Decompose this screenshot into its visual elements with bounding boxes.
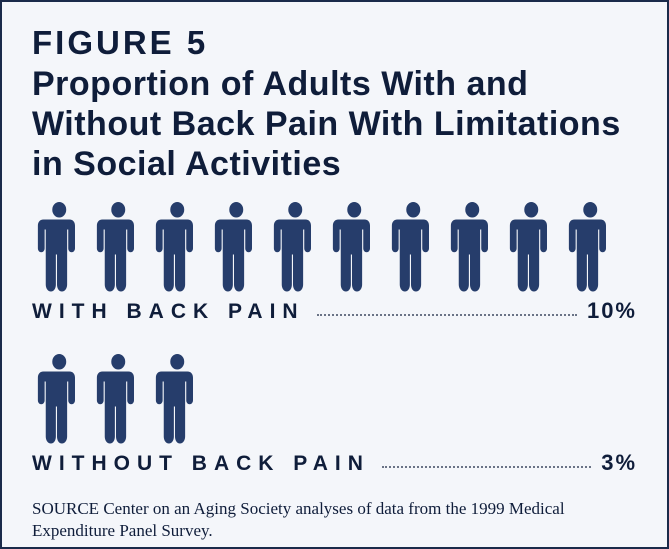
group-label: WITHOUT BACK PAIN <box>32 452 370 476</box>
pictograph-row <box>32 202 637 292</box>
leader-dots <box>382 466 591 468</box>
source-citation: SOURCE Center on an Aging Society analys… <box>32 498 637 542</box>
figure-card: FIGURE 5 Proportion of Adults With and W… <box>0 0 669 549</box>
person-icon <box>32 354 84 444</box>
figure-title: Proportion of Adults With and Without Ba… <box>32 64 637 184</box>
person-icon <box>32 202 84 292</box>
group-label-line: WITH BACK PAIN 10% <box>32 298 637 324</box>
person-icon <box>150 202 202 292</box>
leader-dots <box>317 314 577 316</box>
figure-number: FIGURE 5 <box>32 24 637 62</box>
person-icon <box>504 202 556 292</box>
person-icon <box>268 202 320 292</box>
person-icon <box>445 202 497 292</box>
person-icon <box>91 202 143 292</box>
person-icon <box>91 354 143 444</box>
group-value: 3% <box>601 450 637 476</box>
person-icon <box>150 354 202 444</box>
person-icon <box>327 202 379 292</box>
group-value: 10% <box>587 298 637 324</box>
person-icon <box>209 202 261 292</box>
person-icon <box>563 202 615 292</box>
pictograph-row <box>32 354 637 444</box>
person-icon <box>386 202 438 292</box>
group-label-line: WITHOUT BACK PAIN 3% <box>32 450 637 476</box>
group-label: WITH BACK PAIN <box>32 300 305 324</box>
